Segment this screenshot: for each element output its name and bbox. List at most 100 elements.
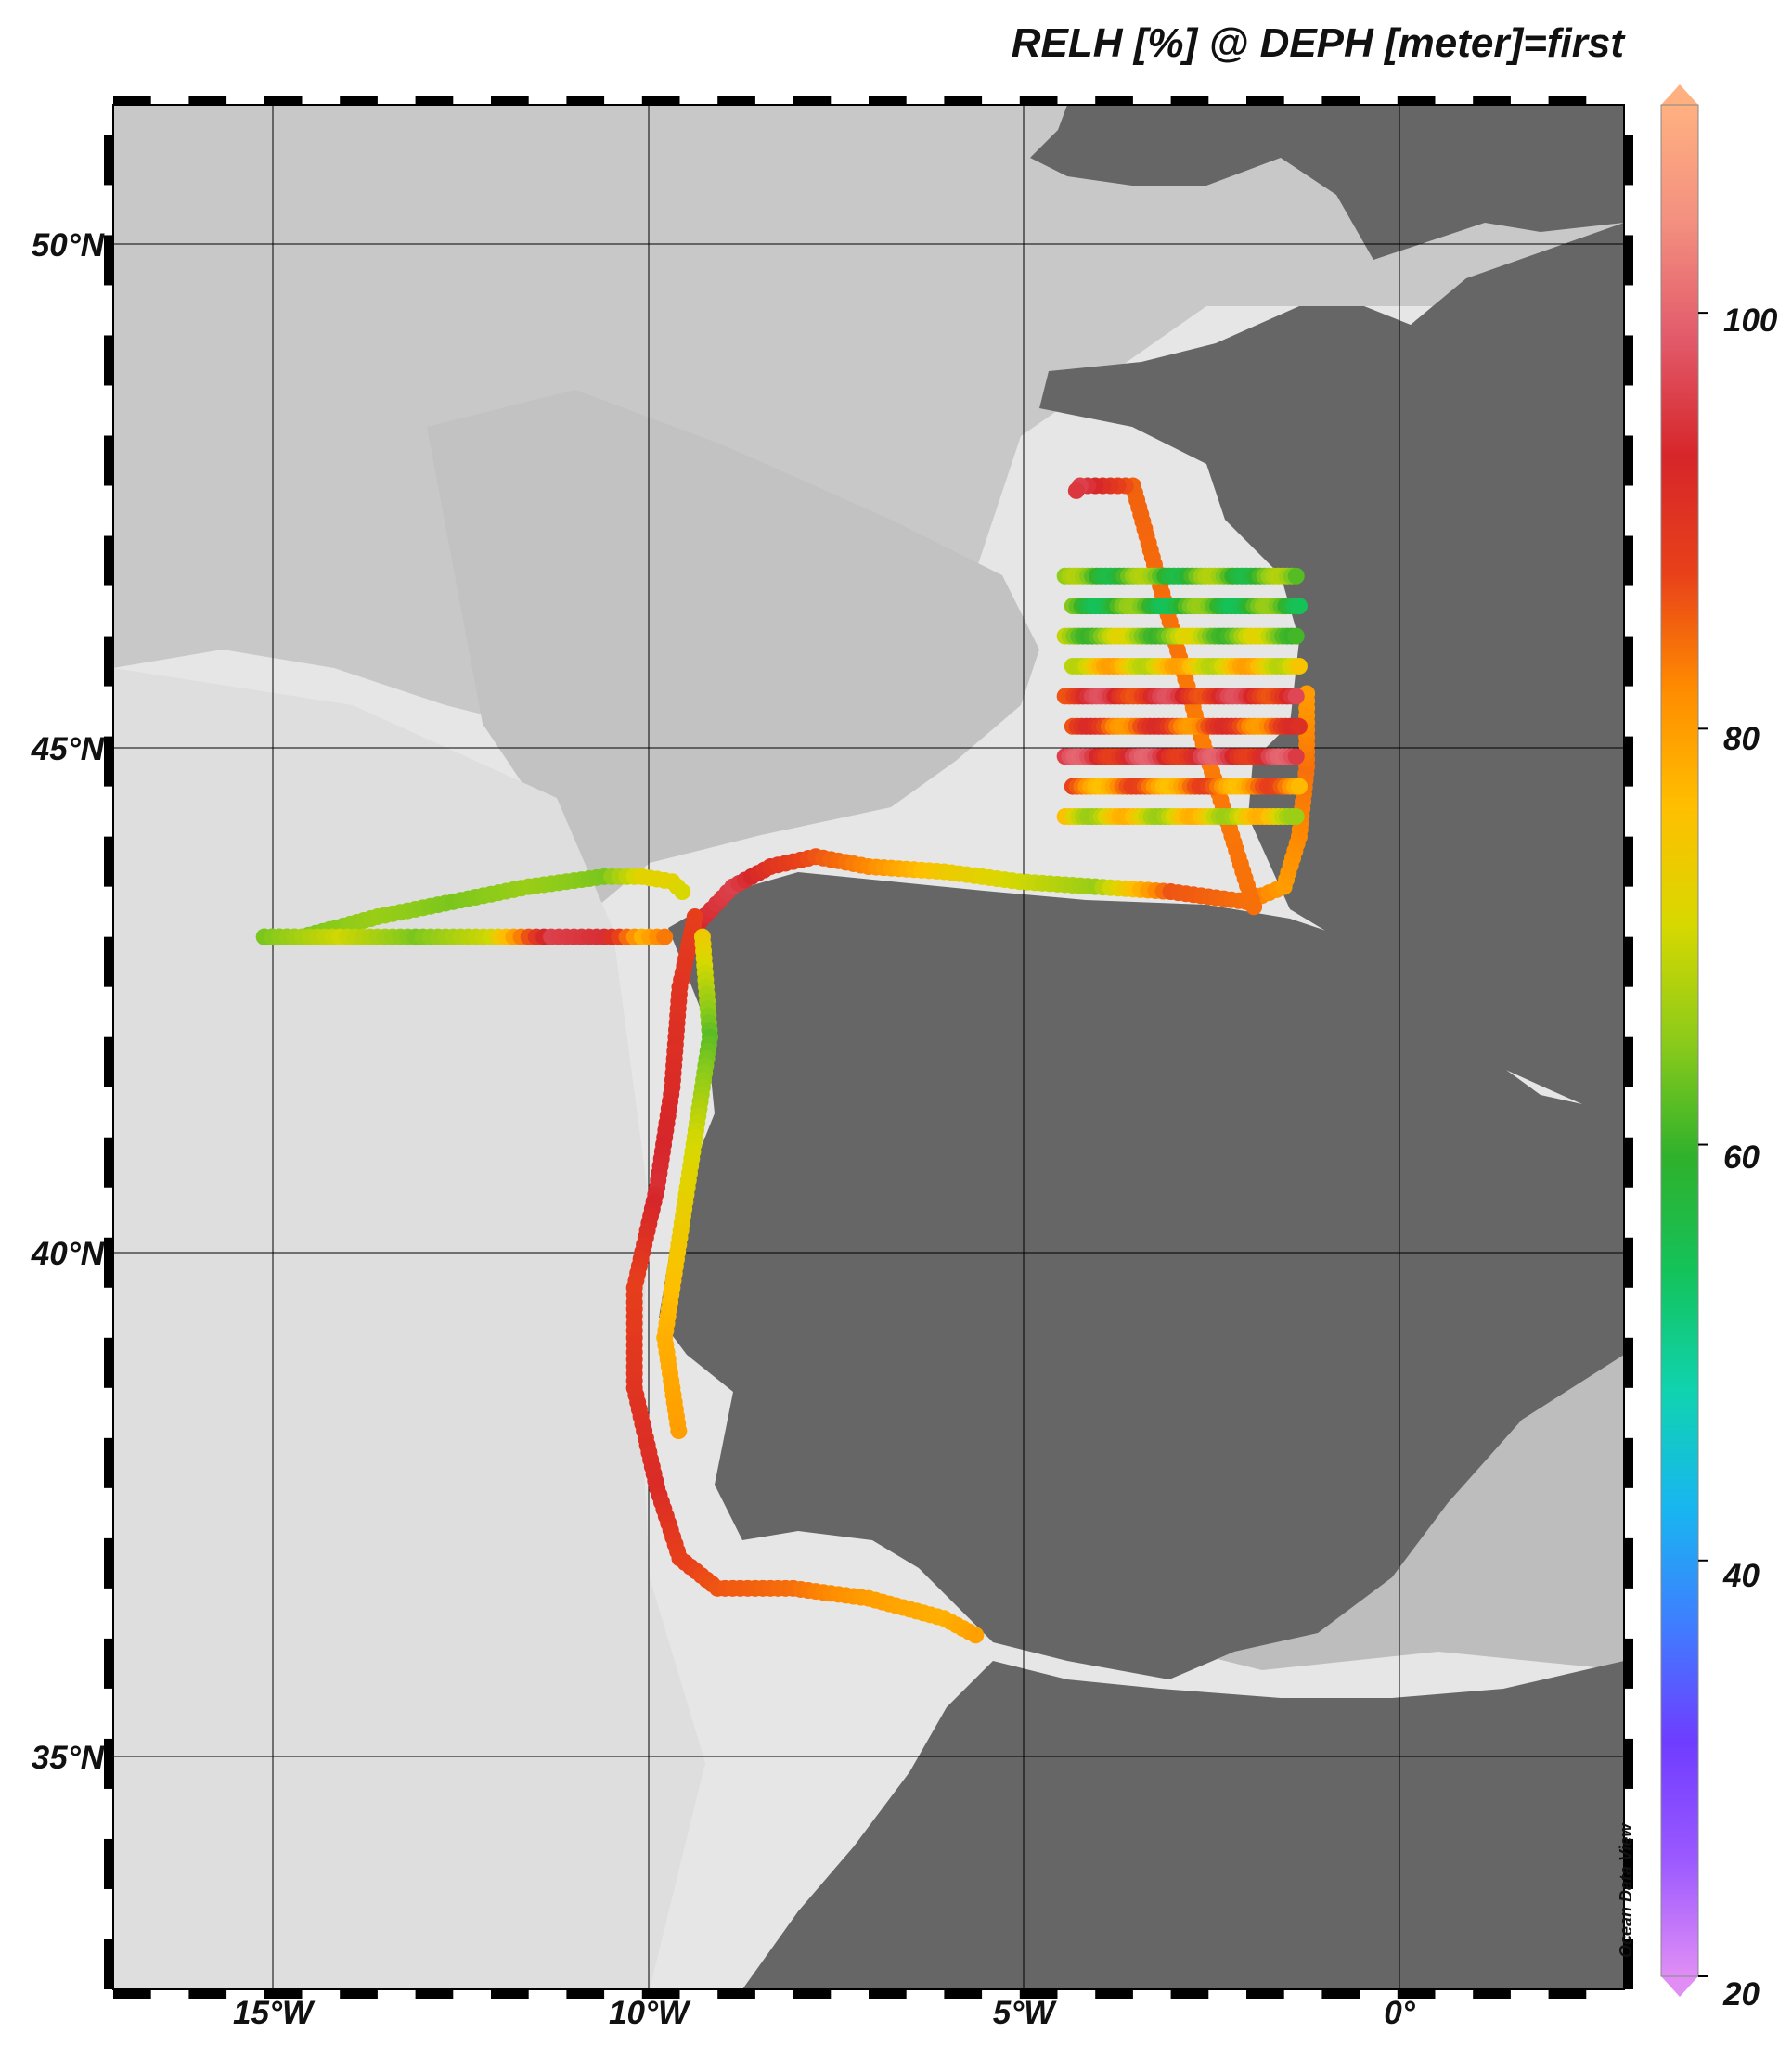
frame-tick: [491, 96, 529, 105]
frame-tick: [944, 1989, 983, 1999]
frame-tick: [1019, 96, 1058, 105]
frame-tick: [1624, 636, 1633, 687]
frame-tick: [1624, 1437, 1633, 1488]
frame-tick: [264, 96, 303, 105]
frame-tick: [104, 135, 113, 186]
frame-tick: [104, 1137, 113, 1188]
frame-tick: [104, 1638, 113, 1689]
frame-tick: [1246, 1989, 1284, 1999]
map-frame: [104, 96, 1633, 1999]
frame-tick: [1473, 1989, 1511, 1999]
survey-point: [1290, 657, 1308, 675]
frame-tick: [340, 1989, 378, 1999]
frame-tick: [717, 96, 755, 105]
frame-tick: [104, 836, 113, 887]
survey-point: [1287, 627, 1305, 645]
colorbar-tick-60: 60: [1723, 1139, 1760, 1176]
colorbar-tick-20: 20: [1723, 1976, 1760, 2013]
frame-tick: [1019, 1989, 1058, 1999]
colorbar-tick-80: 80: [1723, 721, 1760, 757]
frame-tick: [104, 736, 113, 787]
france-landmass: [1039, 223, 1624, 1123]
colorbar-border: [1660, 104, 1699, 1977]
colorbar-tick-100: 100: [1723, 302, 1778, 339]
frame-tick: [1321, 96, 1360, 105]
lat-label-45: 45°N: [31, 731, 104, 767]
map-title: RELH [%] @ DEPH [meter]=first: [1011, 20, 1624, 66]
survey-point: [1287, 567, 1305, 585]
africa-landmass: [742, 1661, 1624, 1989]
frame-tick: [104, 535, 113, 586]
survey-point: [1287, 808, 1305, 826]
frame-tick: [1548, 96, 1587, 105]
survey-point: [1290, 717, 1308, 735]
frame-tick: [869, 96, 907, 105]
frame-tick: [104, 335, 113, 386]
frame-tick: [104, 936, 113, 987]
frame-tick: [415, 1989, 454, 1999]
survey-point: [1290, 778, 1308, 795]
frame-tick: [1170, 1989, 1209, 1999]
frame-tick: [104, 636, 113, 687]
frame-tick: [1624, 135, 1633, 186]
frame-tick: [1397, 1989, 1436, 1999]
frame-tick: [1624, 535, 1633, 586]
mallorca-island: [1485, 1336, 1541, 1383]
frame-tick: [1170, 96, 1209, 105]
frame-tick: [1624, 335, 1633, 386]
frame-tick: [264, 1989, 303, 1999]
lon-label-5w: 5°W: [992, 1995, 1055, 2031]
frame-tick: [1624, 1638, 1633, 1689]
frame-tick: [641, 96, 680, 105]
frame-tick: [1397, 96, 1436, 105]
ocean-layer: [113, 105, 1624, 1989]
lat-label-35: 35°N: [31, 1740, 104, 1776]
lat-label-50: 50°N: [31, 227, 104, 264]
frame-tick: [1624, 1938, 1633, 1989]
frame-tick: [1624, 1838, 1633, 1889]
colorbar-bottom-arrow: [1661, 1976, 1698, 1997]
frame-tick: [188, 1989, 227, 1999]
frame-tick: [104, 1738, 113, 1789]
uk-landmass: [1030, 105, 1624, 260]
frame-tick: [113, 96, 151, 105]
bathymetry-shade-west: [113, 668, 705, 1989]
survey-point: [1287, 688, 1305, 705]
frame-tick: [566, 96, 605, 105]
frame-tick: [340, 96, 378, 105]
frame-tick: [1095, 1989, 1133, 1999]
frame-tick: [641, 1989, 680, 1999]
survey-point: [1287, 748, 1305, 765]
colorbar: [1660, 84, 1708, 1997]
frame-tick: [1624, 1738, 1633, 1789]
frame-tick: [793, 1989, 832, 1999]
frame-tick: [1624, 1237, 1633, 1288]
colorbar-tick-40: 40: [1723, 1558, 1760, 1594]
frame-tick: [491, 1989, 529, 1999]
grid-lines: [113, 105, 1624, 1989]
frame-tick: [944, 96, 983, 105]
frame-tick: [1473, 96, 1511, 105]
iberia-landmass: [659, 872, 1624, 1679]
track-point: [674, 883, 691, 901]
frame-tick: [1548, 1989, 1587, 1999]
frame-tick: [1624, 435, 1633, 486]
lon-label-0: 0°: [1384, 1995, 1415, 2031]
frame-tick: [104, 1838, 113, 1889]
frame-tick: [104, 1437, 113, 1488]
frame-tick: [1321, 1989, 1360, 1999]
frame-tick: [104, 1537, 113, 1589]
frame-tick: [104, 1237, 113, 1288]
frame-tick: [566, 1989, 605, 1999]
colorbar-top-arrow: [1661, 84, 1698, 105]
watermark-text: Ocean Data View: [1617, 1823, 1635, 1958]
frame-tick: [1624, 1137, 1633, 1188]
frame-tick: [1246, 96, 1284, 105]
frame-tick: [104, 1938, 113, 1989]
frame-tick: [104, 1337, 113, 1388]
frame-tick: [1624, 1337, 1633, 1388]
frame-tick: [1624, 1036, 1633, 1087]
bathymetry-shade-biscay: [427, 390, 1039, 909]
track-point: [1067, 482, 1085, 499]
track-point: [967, 1627, 985, 1644]
